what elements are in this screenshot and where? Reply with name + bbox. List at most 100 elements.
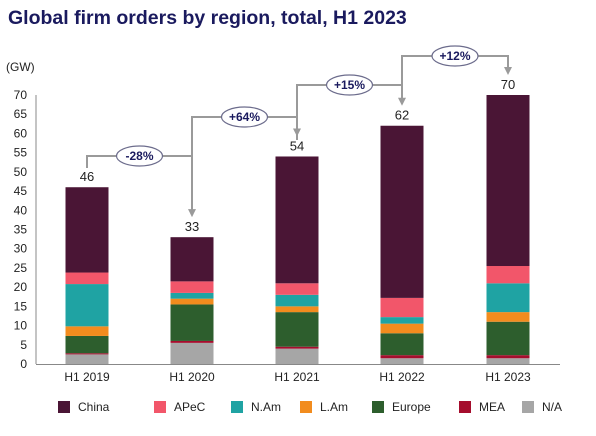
bar-segment-nam — [170, 292, 214, 299]
legend-item: N/A — [522, 400, 562, 414]
bar-segment-china — [170, 237, 214, 282]
bar-total-label: 70 — [501, 77, 515, 92]
bar-segment-nam — [275, 294, 319, 307]
legend-label: N.Am — [251, 400, 281, 414]
bar-segment-nam — [380, 317, 424, 324]
bar-segment-apec — [380, 297, 424, 318]
bar-segment-china — [380, 125, 424, 298]
y-tick-label: 40 — [14, 203, 28, 217]
bar-group: 46 — [65, 169, 109, 364]
bar-segment-europe — [486, 321, 530, 356]
bar-total-label: 33 — [185, 219, 199, 234]
y-tick-label: 5 — [20, 338, 27, 352]
legend-swatch — [459, 401, 471, 413]
legend-item: APeC — [154, 400, 206, 414]
y-tick-label: 25 — [14, 261, 28, 275]
y-tick-label: 30 — [14, 242, 28, 256]
x-axis: H1 2019 H1 2020 H1 2021 H1 2022 H1 2023 — [36, 364, 560, 384]
y-tick-label: 50 — [14, 165, 28, 179]
legend: China APeC N.Am L.Am Europe MEA N/A — [58, 400, 562, 414]
legend-swatch — [58, 401, 70, 413]
y-tick-label: 35 — [14, 223, 28, 237]
bars: 46 33 54 62 70 — [65, 77, 530, 364]
bar-segment-lam — [486, 312, 530, 322]
y-tick-label: 15 — [14, 299, 28, 313]
change-annotation: +12% — [401, 45, 512, 92]
bar-segment-mea — [170, 340, 214, 343]
bar-segment-nam — [65, 284, 109, 327]
bar-total-label: 54 — [290, 138, 304, 153]
bar-segment-europe — [275, 312, 319, 347]
bar-segment-apec — [486, 266, 530, 284]
change-label: +64% — [229, 110, 260, 124]
legend-label: China — [78, 400, 110, 414]
change-badge — [431, 45, 479, 67]
legend-swatch — [300, 401, 312, 413]
y-axis-unit-label: (GW) — [6, 60, 35, 74]
legend-label: APeC — [174, 400, 206, 414]
bar-segment-lam — [380, 323, 424, 334]
bar-total-label: 62 — [395, 108, 409, 123]
bar-segment-mea — [275, 346, 319, 349]
bar-segment-lam — [65, 326, 109, 336]
change-annotation: +15% — [296, 74, 406, 140]
legend-item: L.Am — [300, 400, 348, 414]
y-axis: 0 5 10 15 20 25 30 35 40 45 50 55 60 65 70 — [14, 88, 37, 371]
y-tick-label: 10 — [14, 319, 28, 333]
x-tick-label: H1 2020 — [169, 370, 215, 384]
bar-group: 54 — [275, 138, 319, 364]
bar-segment-china — [486, 95, 530, 267]
change-badge — [115, 145, 164, 167]
bar-segment-apec — [170, 281, 214, 293]
bar-segment-china — [275, 156, 319, 284]
legend-item: MEA — [459, 400, 505, 414]
legend-item: N.Am — [231, 400, 281, 414]
chart-title: Global firm orders by region, total, H1 … — [8, 7, 407, 29]
legend-swatch — [154, 401, 166, 413]
x-tick-label: H1 2021 — [274, 370, 320, 384]
legend-swatch — [522, 401, 534, 413]
x-tick-label: H1 2023 — [485, 370, 531, 384]
bar-segment-europe — [170, 304, 214, 341]
change-label: +12% — [439, 49, 470, 63]
bar-segment-na — [275, 348, 319, 364]
bar-segment-lam — [275, 306, 319, 313]
change-annotations: -28% +64% +15% +12% — [86, 45, 512, 218]
legend-label: N/A — [542, 400, 562, 414]
y-tick-label: 70 — [14, 88, 28, 102]
y-tick-label: 65 — [14, 107, 28, 121]
x-tick-label: H1 2019 — [64, 370, 110, 384]
bar-segment-na — [486, 358, 530, 364]
x-tick-label: H1 2022 — [379, 370, 425, 384]
legend-label: Europe — [392, 400, 431, 414]
bar-segment-na — [65, 354, 109, 364]
bar-segment-lam — [170, 298, 214, 305]
y-tick-label: 55 — [14, 146, 28, 160]
bar-group: 70 — [486, 77, 530, 364]
legend-item: Europe — [372, 400, 431, 414]
bar-segment-apec — [275, 283, 319, 295]
change-badge — [325, 74, 374, 96]
change-label: +15% — [334, 78, 365, 92]
legend-label: L.Am — [320, 400, 348, 414]
bar-segment-na — [170, 342, 214, 364]
legend-label: MEA — [479, 400, 505, 414]
bar-segment-nam — [486, 283, 530, 313]
bar-group: 62 — [380, 108, 424, 364]
legend-item: China — [58, 400, 110, 414]
y-tick-label: 0 — [20, 357, 27, 371]
bar-segment-china — [65, 187, 109, 273]
change-badge — [220, 106, 269, 128]
y-tick-label: 45 — [14, 184, 28, 198]
bar-segment-mea — [486, 355, 530, 359]
y-tick-label: 60 — [14, 126, 28, 140]
bar-segment-na — [380, 358, 424, 364]
legend-swatch — [231, 401, 243, 413]
bar-total-label: 46 — [80, 169, 94, 184]
bar-segment-europe — [380, 333, 424, 356]
change-label: -28% — [125, 149, 153, 163]
bar-segment-apec — [65, 272, 109, 285]
bar-segment-mea — [380, 355, 424, 359]
bar-group: 33 — [170, 219, 214, 364]
